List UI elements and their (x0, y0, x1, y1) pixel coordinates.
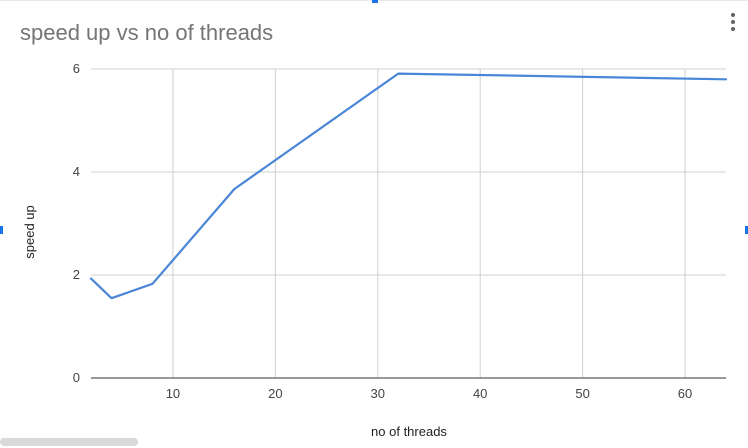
y-tick-label: 2 (73, 267, 80, 282)
y-tick-label: 0 (73, 370, 80, 385)
resize-handle-left[interactable] (0, 226, 3, 234)
x-tick-label: 40 (473, 386, 487, 401)
menu-dot-icon (731, 20, 735, 24)
menu-dot-icon (731, 13, 735, 17)
y-tick-label: 6 (73, 61, 80, 76)
x-tick-label: 50 (575, 386, 589, 401)
x-tick-label: 10 (166, 386, 180, 401)
horizontal-scrollbar[interactable] (0, 438, 138, 446)
x-tick-label: 60 (678, 386, 692, 401)
y-axis-title: speed up (22, 205, 37, 259)
resize-handle-top[interactable] (372, 0, 378, 3)
grid-lines (91, 68, 726, 378)
series-line (89, 72, 728, 300)
axes: 0 2 4 6 10 20 30 40 50 60 (73, 61, 726, 401)
x-tick-label: 20 (268, 386, 282, 401)
x-axis-title: no of threads (371, 424, 447, 439)
y-tick-label: 4 (73, 164, 80, 179)
x-tick-label: 30 (371, 386, 385, 401)
resize-handle-right[interactable] (745, 226, 748, 234)
chart-title: speed up vs no of threads (20, 20, 274, 45)
series-layer (89, 72, 728, 300)
menu-dot-icon (731, 27, 735, 31)
chart-menu-button[interactable] (726, 8, 740, 36)
